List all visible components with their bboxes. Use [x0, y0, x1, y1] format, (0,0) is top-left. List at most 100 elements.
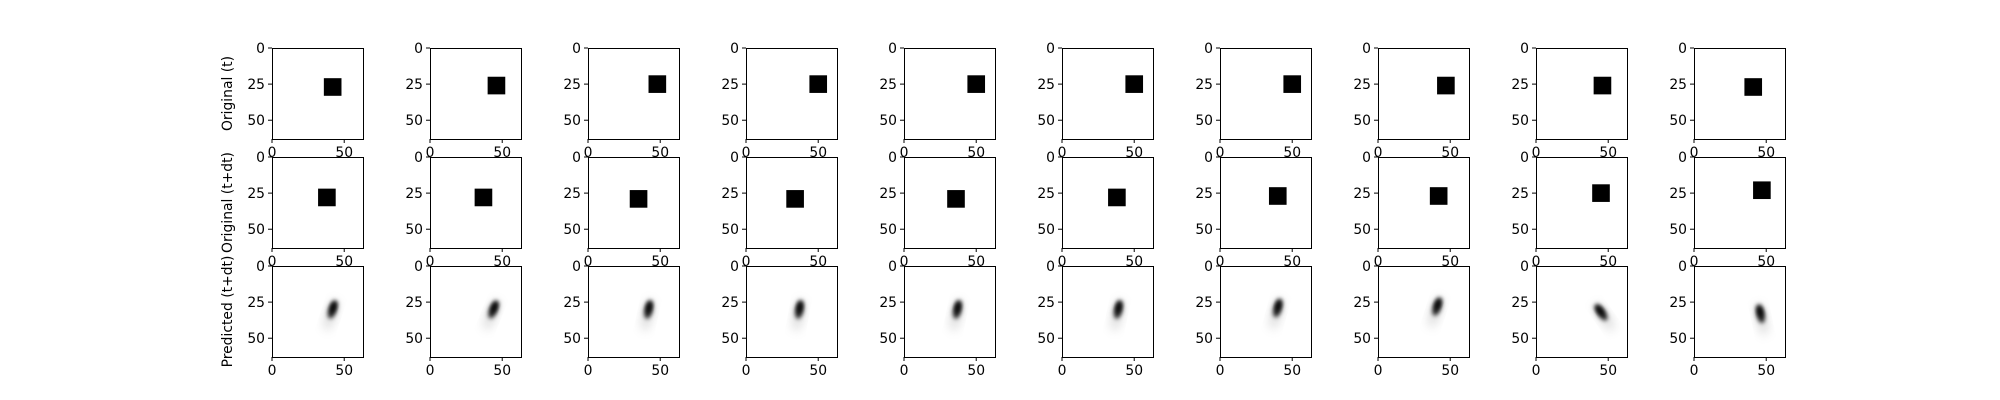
- y-tick-label: 0: [572, 41, 581, 57]
- y-tick-label: 25: [1353, 77, 1371, 93]
- y-tick-label: 25: [879, 77, 897, 93]
- image-content: [484, 299, 499, 330]
- x-tick-label: 50: [1441, 363, 1459, 379]
- y-tick-label: 25: [405, 77, 423, 93]
- axes-frame: [1536, 48, 1628, 140]
- y-tick-label: 0: [1046, 259, 1055, 275]
- axes-frame: [746, 266, 838, 358]
- image-content: [1755, 303, 1767, 336]
- image-content: [1592, 184, 1610, 202]
- y-tick-label: 0: [1520, 150, 1529, 166]
- x-tick-label: 0: [1058, 145, 1067, 161]
- x-tick-label: 0: [1058, 363, 1067, 379]
- y-tick-label: 0: [572, 150, 581, 166]
- x-tick-label: 0: [742, 363, 751, 379]
- image-background: [1220, 157, 1311, 248]
- moving-square: [1125, 75, 1144, 93]
- image-content: [324, 299, 338, 331]
- image-content: [947, 190, 965, 208]
- y-tick-label: 50: [405, 113, 423, 129]
- y-tick-label: 25: [1037, 295, 1055, 311]
- y-tick-label: 25: [1511, 77, 1529, 93]
- y-tick-label: 50: [247, 113, 265, 129]
- x-tick-label: 50: [335, 363, 353, 379]
- y-tick-label: 50: [563, 222, 581, 238]
- moving-square: [1593, 76, 1612, 95]
- image-content: [1270, 298, 1283, 330]
- y-tick-label: 50: [1511, 113, 1529, 129]
- moving-square: [947, 190, 965, 208]
- image-content: [1753, 181, 1771, 200]
- y-tick-label: 50: [1195, 113, 1213, 129]
- x-tick-label: 0: [1058, 254, 1067, 270]
- y-tick-label: 25: [247, 77, 265, 93]
- x-tick-label: 0: [584, 254, 593, 270]
- x-tick-label: 0: [742, 145, 751, 161]
- image-background: [1062, 157, 1153, 248]
- axes-frame: [272, 48, 364, 140]
- y-tick-label: 0: [1678, 150, 1687, 166]
- y-tick-label: 50: [1353, 113, 1371, 129]
- y-tick-label: 0: [1520, 41, 1529, 57]
- image-background: [430, 48, 521, 139]
- y-tick-label: 0: [1204, 41, 1213, 57]
- image-background: [588, 266, 679, 357]
- axes-frame: [1694, 157, 1786, 249]
- image-content: [642, 299, 654, 331]
- y-tick-label: 25: [879, 295, 897, 311]
- x-tick-label: 0: [1690, 145, 1699, 161]
- moving-square: [786, 190, 804, 208]
- x-tick-label: 0: [1216, 254, 1225, 270]
- prediction-core: [1275, 300, 1282, 312]
- y-tick-label: 50: [879, 113, 897, 129]
- x-tick-label: 50: [1757, 363, 1775, 379]
- axes-frame: [588, 157, 680, 249]
- y-tick-label: 0: [256, 41, 265, 57]
- image-background: [1536, 266, 1627, 357]
- image-background: [1536, 157, 1627, 248]
- y-tick-label: 0: [414, 41, 423, 57]
- y-tick-label: 25: [1195, 295, 1213, 311]
- y-tick-label: 50: [1195, 222, 1213, 238]
- prediction-core: [1596, 305, 1604, 316]
- x-tick-label: 0: [900, 363, 909, 379]
- y-tick-label: 25: [879, 186, 897, 202]
- image-content: [967, 75, 986, 93]
- axes-frame: [272, 266, 364, 358]
- x-tick-label: 0: [1374, 145, 1383, 161]
- y-tick-label: 50: [1669, 331, 1687, 347]
- x-tick-label: 0: [1216, 145, 1225, 161]
- x-tick-label: 0: [268, 363, 277, 379]
- y-tick-label: 0: [572, 259, 581, 275]
- x-tick-label: 0: [426, 145, 435, 161]
- image-content: [951, 299, 962, 331]
- image-content: [648, 75, 667, 93]
- y-tick-label: 50: [1511, 222, 1529, 238]
- image-background: [430, 266, 521, 357]
- y-tick-label: 50: [563, 331, 581, 347]
- axes-frame: [588, 48, 680, 140]
- x-tick-label: 50: [1283, 363, 1301, 379]
- axes-frame: [1536, 157, 1628, 249]
- image-background: [746, 266, 837, 357]
- image-content: [1283, 75, 1302, 93]
- y-tick-label: 25: [1037, 77, 1055, 93]
- y-tick-label: 50: [1195, 331, 1213, 347]
- axes-frame: [1378, 266, 1470, 358]
- axes-frame: [430, 48, 522, 140]
- y-tick-label: 0: [1046, 41, 1055, 57]
- x-tick-label: 0: [900, 254, 909, 270]
- y-tick-label: 25: [1195, 186, 1213, 202]
- image-background: [1062, 48, 1153, 139]
